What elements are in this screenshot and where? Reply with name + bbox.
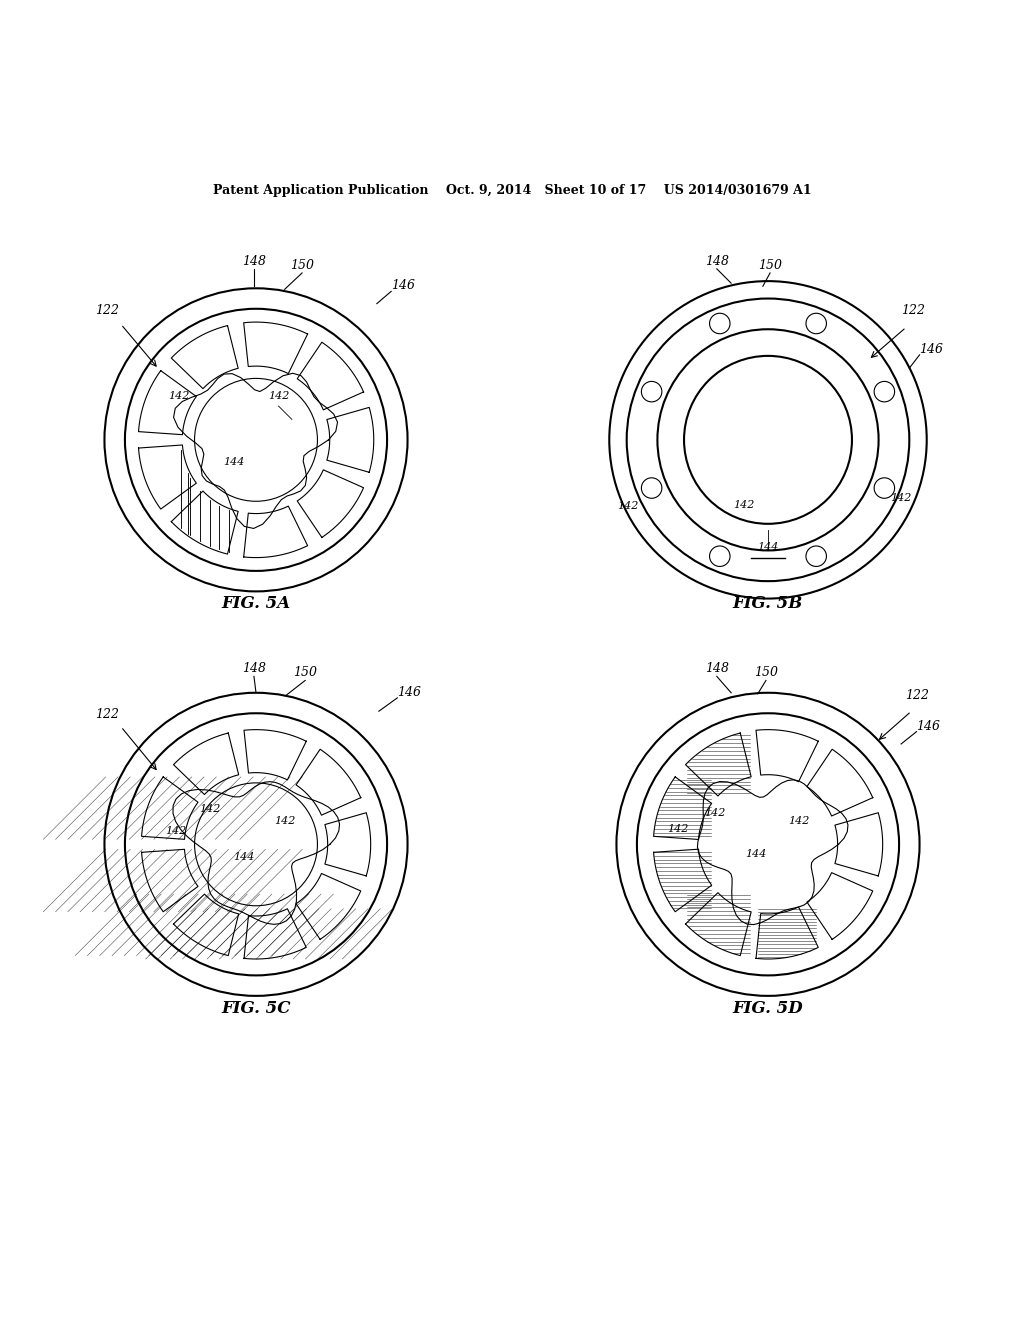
Text: 142: 142 bbox=[274, 816, 295, 826]
Text: 146: 146 bbox=[916, 719, 940, 733]
Text: 146: 146 bbox=[391, 280, 415, 292]
Polygon shape bbox=[173, 894, 239, 956]
Text: 150: 150 bbox=[290, 259, 314, 272]
Text: 142: 142 bbox=[169, 391, 189, 401]
Polygon shape bbox=[173, 733, 239, 795]
Polygon shape bbox=[141, 777, 198, 840]
Text: 150: 150 bbox=[754, 667, 778, 680]
Text: 144: 144 bbox=[745, 849, 766, 858]
Polygon shape bbox=[297, 470, 364, 537]
Text: 150: 150 bbox=[293, 667, 317, 680]
Polygon shape bbox=[807, 873, 872, 940]
Polygon shape bbox=[653, 777, 712, 840]
Text: 122: 122 bbox=[901, 304, 926, 317]
Polygon shape bbox=[807, 750, 872, 816]
Text: 142: 142 bbox=[617, 502, 638, 511]
Polygon shape bbox=[327, 408, 374, 473]
Polygon shape bbox=[297, 342, 364, 409]
Text: FIG. 5A: FIG. 5A bbox=[221, 595, 291, 612]
Polygon shape bbox=[325, 813, 371, 876]
Polygon shape bbox=[244, 506, 307, 557]
Text: 144: 144 bbox=[223, 458, 244, 467]
Text: 148: 148 bbox=[242, 255, 266, 268]
Polygon shape bbox=[756, 907, 818, 960]
Polygon shape bbox=[141, 849, 198, 912]
Polygon shape bbox=[171, 326, 239, 388]
Text: 122: 122 bbox=[905, 689, 930, 702]
Text: 142: 142 bbox=[891, 494, 911, 503]
Text: 142: 142 bbox=[268, 391, 289, 401]
Text: 142: 142 bbox=[668, 824, 688, 834]
Polygon shape bbox=[171, 491, 239, 554]
Text: FIG. 5B: FIG. 5B bbox=[733, 595, 803, 612]
Text: 148: 148 bbox=[705, 255, 729, 268]
Text: 148: 148 bbox=[242, 663, 266, 676]
Text: Patent Application Publication    Oct. 9, 2014   Sheet 10 of 17    US 2014/03016: Patent Application Publication Oct. 9, 2… bbox=[213, 183, 811, 197]
Text: FIG. 5D: FIG. 5D bbox=[733, 999, 803, 1016]
Polygon shape bbox=[653, 849, 712, 912]
Text: 150: 150 bbox=[758, 259, 782, 272]
Polygon shape bbox=[756, 730, 818, 781]
Polygon shape bbox=[835, 813, 883, 876]
Polygon shape bbox=[296, 874, 360, 940]
Text: 146: 146 bbox=[920, 343, 943, 356]
Text: 142: 142 bbox=[733, 500, 754, 511]
Polygon shape bbox=[685, 892, 752, 956]
Text: 122: 122 bbox=[95, 304, 120, 317]
Text: 142: 142 bbox=[200, 804, 220, 813]
Text: 148: 148 bbox=[705, 663, 729, 676]
Text: 122: 122 bbox=[95, 709, 120, 721]
Text: 144: 144 bbox=[233, 851, 254, 862]
Text: 146: 146 bbox=[397, 686, 421, 698]
Polygon shape bbox=[296, 750, 360, 816]
Polygon shape bbox=[244, 322, 307, 374]
Polygon shape bbox=[138, 371, 197, 434]
Text: 142: 142 bbox=[166, 826, 186, 836]
Text: 142: 142 bbox=[788, 816, 809, 826]
Text: 144: 144 bbox=[758, 543, 778, 553]
Text: FIG. 5C: FIG. 5C bbox=[221, 999, 291, 1016]
Polygon shape bbox=[685, 733, 752, 796]
Polygon shape bbox=[244, 908, 306, 960]
Text: 142: 142 bbox=[705, 808, 725, 817]
Polygon shape bbox=[244, 730, 306, 780]
Polygon shape bbox=[138, 445, 197, 510]
